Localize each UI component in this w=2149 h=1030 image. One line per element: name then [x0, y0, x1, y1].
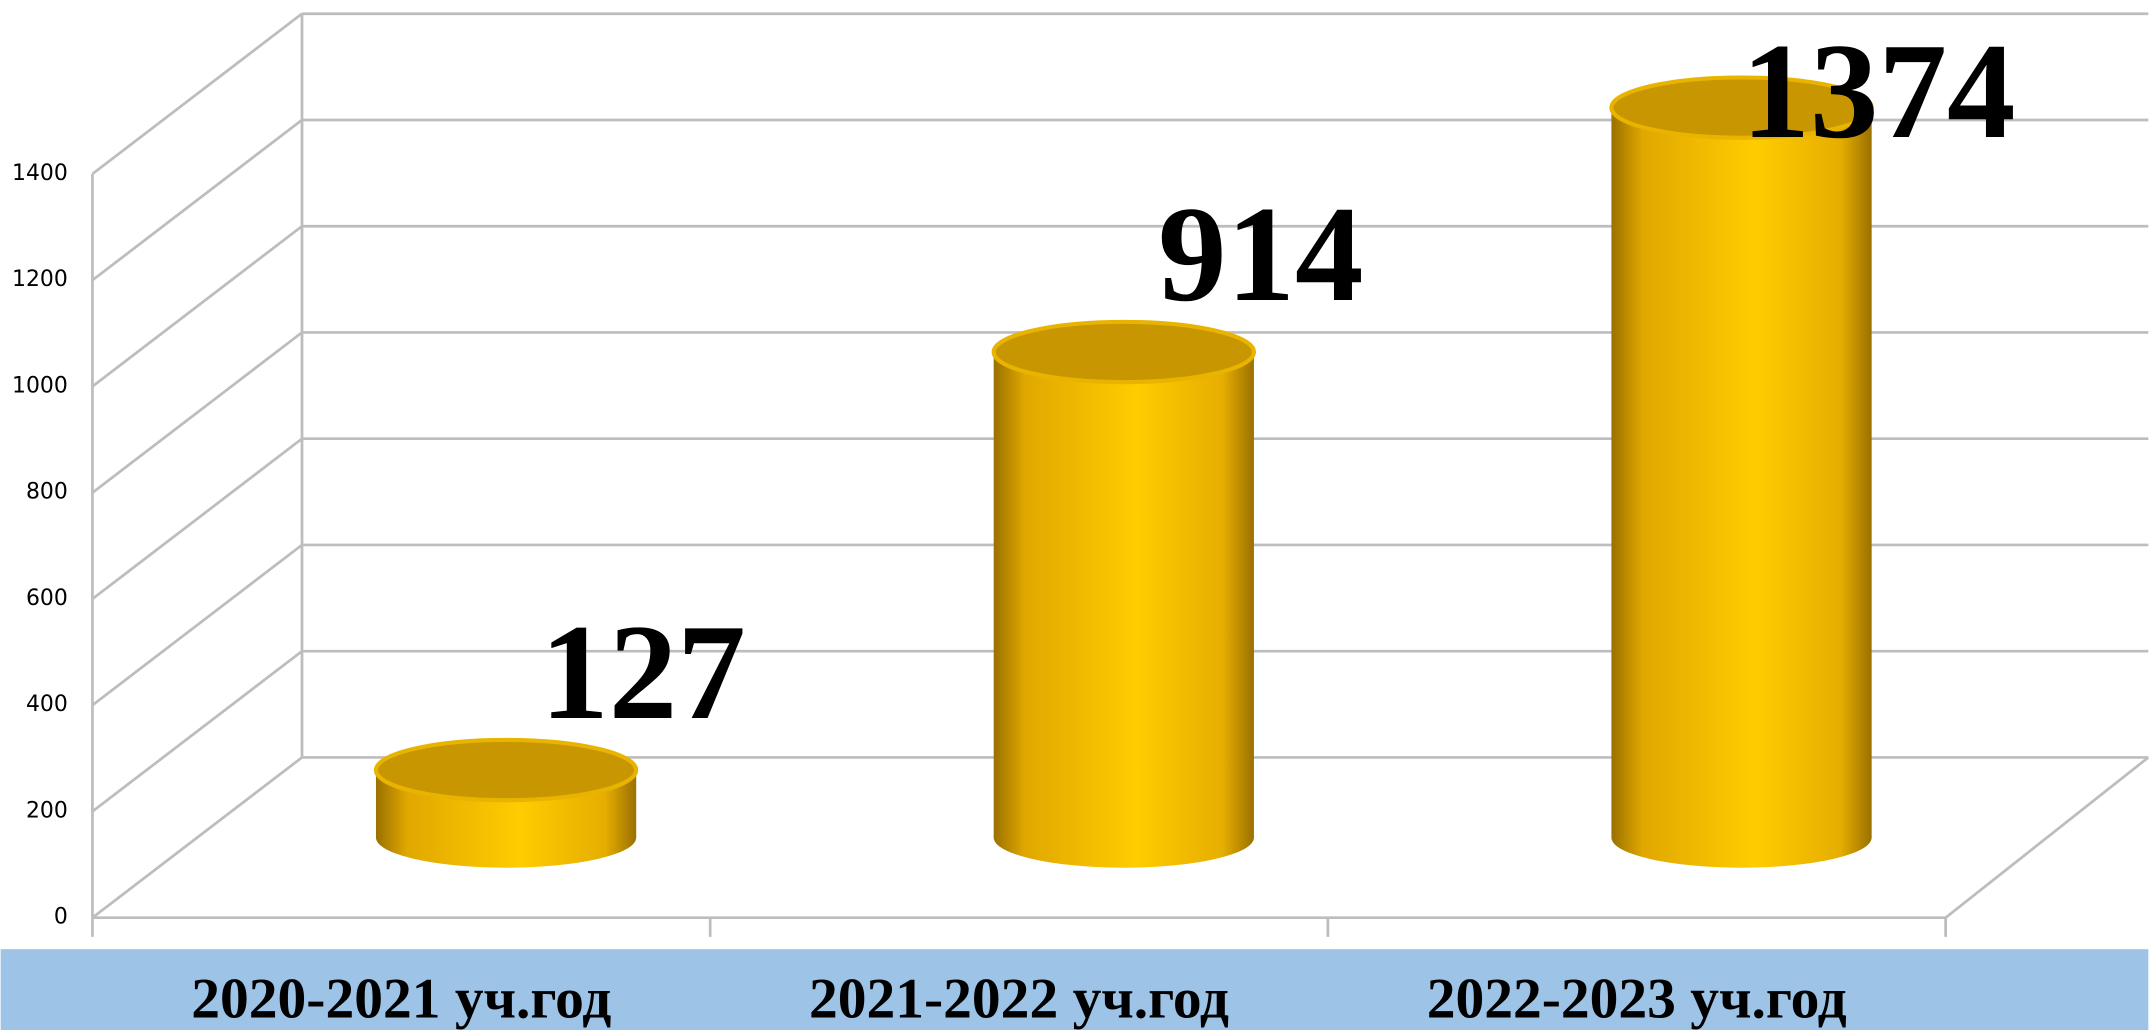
grid-line: [91, 118, 303, 282]
x-tick-label: 2022-2023 уч.год: [1427, 968, 1847, 1030]
grid-line: [91, 437, 303, 601]
x-tick-label: 2020-2021 уч.год: [191, 968, 611, 1030]
y-tick-label: 0: [54, 905, 68, 930]
grid-line: [91, 756, 303, 919]
y-tick-label: 400: [26, 692, 68, 717]
cylinder: [991, 319, 1256, 868]
grid-line: [91, 225, 303, 388]
grid-line: [91, 331, 303, 494]
grid-line: [91, 12, 303, 176]
y-tick-label: 1400: [12, 161, 68, 186]
data-label: 914: [1158, 178, 1363, 330]
data-label: 1374: [1742, 15, 2016, 167]
y-tick-label: 800: [26, 480, 68, 505]
cylinder-top: [1609, 75, 1874, 140]
cylinder-body: [1611, 107, 1872, 838]
y-tick-label: 600: [26, 586, 68, 611]
x-tick-label: 2021-2022 уч.год: [809, 968, 1229, 1030]
cylinder: [373, 737, 639, 868]
cylinder: [1609, 75, 1874, 868]
y-tick-label: 1000: [12, 373, 68, 398]
category-band: [0, 949, 2149, 1030]
y-tick-label: 200: [26, 798, 68, 823]
grid-line: [91, 543, 303, 707]
cylinder-top: [991, 319, 1256, 385]
data-label: 127: [540, 596, 745, 748]
grid-line: [91, 650, 303, 813]
y-tick-label: 1200: [12, 267, 68, 292]
cylinder-top: [373, 737, 639, 803]
floor-edge: [1944, 756, 2149, 919]
cylinder-body: [993, 352, 1254, 838]
